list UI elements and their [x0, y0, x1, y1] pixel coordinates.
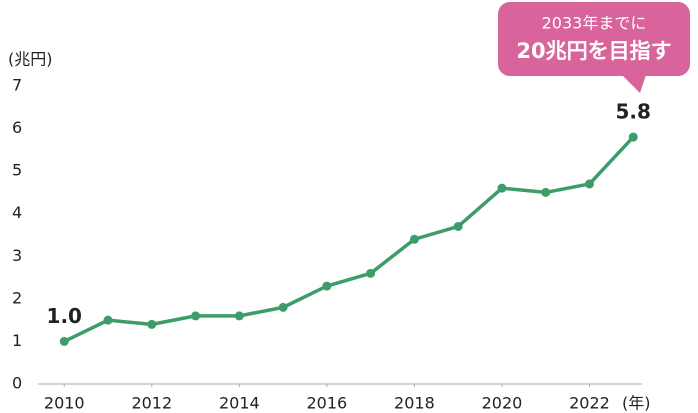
y-tick-label: 7: [12, 76, 22, 95]
x-tick-label: 2012: [131, 394, 172, 413]
point: [191, 311, 201, 321]
x-tick-label: 2022: [569, 394, 610, 413]
point: [322, 281, 332, 291]
data-label: 1.0: [47, 304, 82, 328]
point: [409, 234, 419, 244]
x-tick-label: 2018: [394, 394, 435, 413]
y-tick-label: 4: [12, 203, 22, 222]
point: [628, 132, 638, 142]
x-tick-label: 2020: [482, 394, 523, 413]
callout-line: 20兆円を目指す: [516, 39, 671, 63]
point: [59, 336, 69, 346]
point: [584, 179, 594, 189]
data-label: 5.8: [616, 100, 651, 124]
y-axis-label: (兆円): [8, 50, 53, 69]
y-tick-label: 6: [12, 118, 22, 137]
callout: 2033年までに 20兆円を目指す: [498, 2, 690, 93]
y-tick-label: 5: [12, 161, 22, 180]
point: [497, 183, 507, 193]
x-tick-label: 2014: [219, 394, 260, 413]
y-tick-label: 1: [12, 331, 22, 350]
point: [234, 311, 244, 321]
callout-line: 2033年までに: [542, 14, 647, 33]
x-tick-label: 2010: [44, 394, 85, 413]
x-tick-label: 2016: [307, 394, 348, 413]
y-tick-label: 2: [12, 288, 22, 307]
callout-box: [498, 2, 690, 76]
y-tick-label: 0: [12, 374, 22, 393]
point: [453, 221, 463, 231]
point: [278, 302, 288, 312]
y-tick-label: 3: [12, 246, 22, 265]
point: [103, 315, 113, 325]
line: [63, 135, 635, 344]
point: [147, 319, 157, 329]
point: [541, 187, 551, 197]
point: [366, 268, 376, 278]
callout-tail: [622, 75, 646, 93]
x-axis-label: (年): [622, 394, 651, 413]
